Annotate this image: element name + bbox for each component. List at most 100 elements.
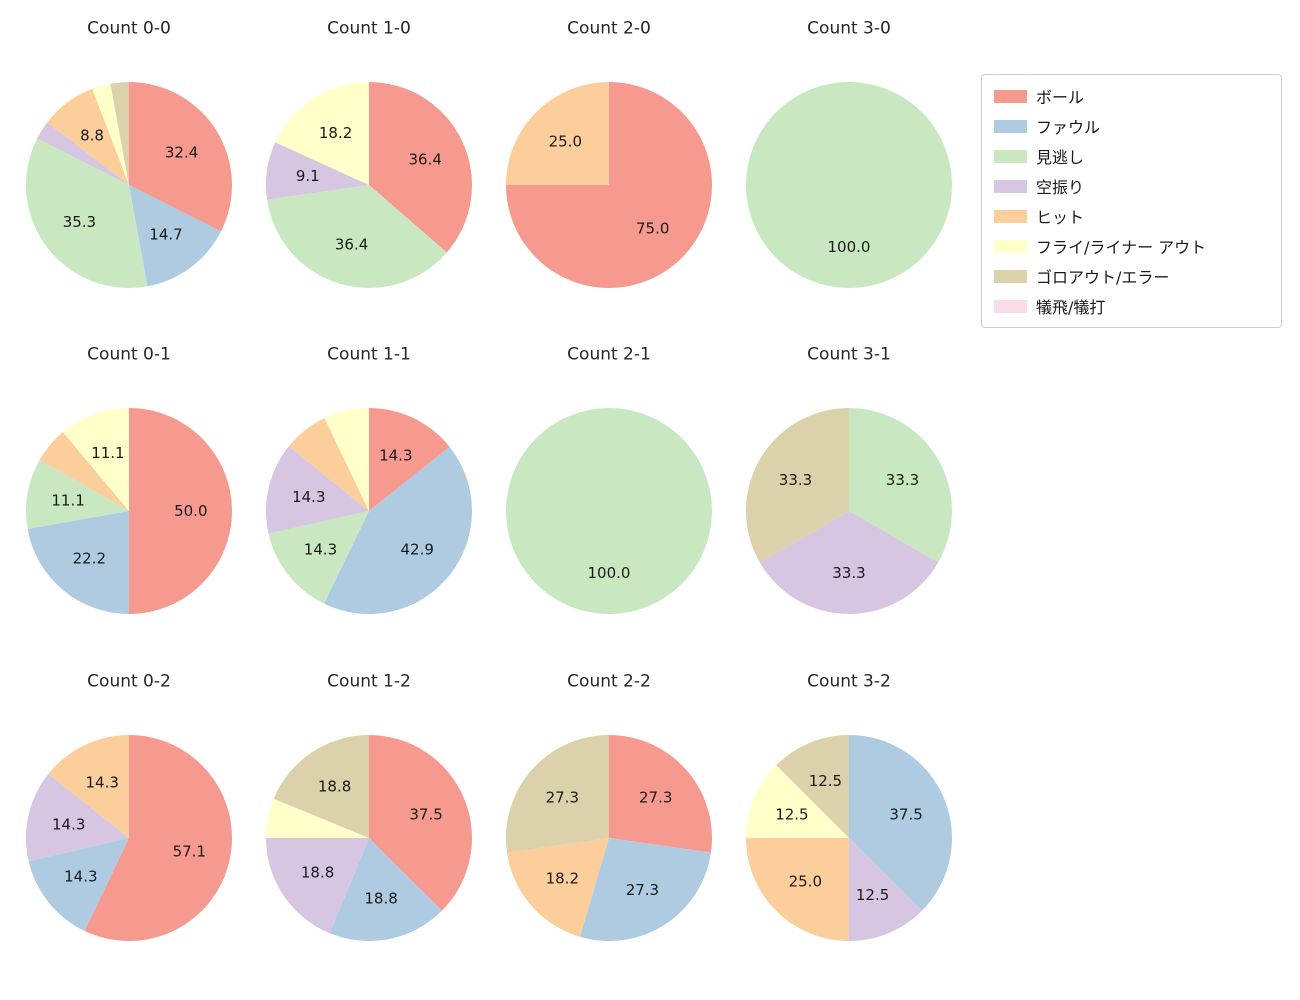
pie-slice bbox=[849, 408, 952, 563]
pie-count-1-0: 36.4 36.4 9.1 18.2 bbox=[266, 82, 472, 288]
legend-label: 空振り bbox=[1036, 178, 1085, 197]
legend-label: ボール bbox=[1036, 88, 1085, 107]
pie-slice bbox=[776, 735, 849, 838]
slice-percent-label: 27.3 bbox=[546, 789, 579, 807]
slice-percent-label: 37.5 bbox=[409, 805, 442, 823]
pie-slice bbox=[267, 185, 447, 288]
pie-slice bbox=[266, 798, 369, 838]
slice-percent-label: 57.1 bbox=[173, 843, 206, 861]
chart-title-count-0-2: Count 0-2 bbox=[87, 671, 171, 692]
slice-percent-label: 14.7 bbox=[149, 226, 182, 244]
pie-slice bbox=[849, 735, 952, 911]
chart-title-count-3-2: Count 3-2 bbox=[807, 671, 891, 692]
pie-slice bbox=[266, 446, 369, 534]
chart-title-count-0-0: Count 0-0 bbox=[87, 18, 171, 39]
chart-title-count-2-0: Count 2-0 bbox=[567, 18, 651, 39]
pie-slice bbox=[507, 838, 609, 937]
pie-count-2-2: 27.3 27.3 18.2 27.3 bbox=[506, 735, 712, 942]
slice-percent-label: 36.4 bbox=[408, 150, 441, 168]
pie-slice bbox=[266, 142, 369, 200]
pie-count-2-0: 75.0 25.0 bbox=[506, 82, 712, 288]
slice-percent-label: 14.3 bbox=[52, 815, 85, 833]
legend-swatch bbox=[994, 209, 1027, 223]
pie-slice bbox=[506, 735, 609, 853]
slice-percent-label: 25.0 bbox=[549, 132, 582, 150]
pie-slice bbox=[268, 511, 369, 604]
slice-percent-label: 100.0 bbox=[588, 564, 631, 582]
pie-slice bbox=[129, 82, 232, 232]
slice-percent-label: 12.5 bbox=[809, 772, 842, 790]
slice-percent-label: 75.0 bbox=[636, 220, 669, 238]
chart-title-count-1-0: Count 1-0 bbox=[327, 18, 411, 39]
pie-count-0-0: 32.4 14.7 35.3 8.8 bbox=[25, 82, 232, 289]
pie-slice bbox=[265, 837, 369, 934]
legend-label: 見逃し bbox=[1036, 148, 1085, 167]
legend-swatch bbox=[994, 299, 1027, 313]
pie-slice bbox=[25, 138, 148, 289]
pie-slice bbox=[27, 511, 130, 614]
pie-slice bbox=[579, 838, 711, 942]
pie-slice bbox=[746, 82, 952, 288]
slice-percent-label: 33.3 bbox=[832, 564, 865, 582]
slice-percent-label: 18.8 bbox=[301, 863, 334, 881]
pie-count-1-1: 14.3 42.9 14.3 14.3 bbox=[266, 408, 473, 615]
slice-percent-label: 18.2 bbox=[319, 124, 352, 142]
slice-percent-label: 35.3 bbox=[63, 213, 96, 231]
pie-slice bbox=[506, 82, 609, 185]
slice-percent-label: 25.0 bbox=[789, 873, 822, 891]
pie-count-0-1: 50.0 22.2 11.1 11.1 bbox=[25, 408, 232, 614]
pie-slice bbox=[369, 82, 472, 253]
chart-title-count-2-1: Count 2-1 bbox=[567, 344, 651, 365]
slice-percent-label: 12.5 bbox=[856, 886, 889, 904]
chart-title-count-3-0: Count 3-0 bbox=[807, 18, 891, 39]
pie-count-3-0: 100.0 bbox=[746, 82, 952, 288]
pie-slice bbox=[25, 459, 130, 530]
pie-slice bbox=[273, 735, 369, 838]
pie-slice bbox=[746, 838, 849, 941]
pie-slice bbox=[506, 408, 712, 614]
legend-item: 見逃し bbox=[994, 141, 1269, 171]
slice-percent-label: 18.8 bbox=[364, 890, 397, 908]
legend-item: ヒット bbox=[994, 201, 1269, 231]
slice-percent-label: 33.3 bbox=[886, 471, 919, 489]
pie-count-3-2: 37.512.525.012.512.5 bbox=[746, 735, 952, 941]
slice-percent-label: 36.4 bbox=[335, 235, 368, 253]
pie-slice bbox=[48, 735, 129, 838]
slice-percent-label: 100.0 bbox=[828, 238, 871, 256]
pie-slice bbox=[746, 408, 849, 563]
slice-percent-label: 37.5 bbox=[889, 805, 922, 823]
legend-item: ボール bbox=[994, 81, 1269, 111]
slice-percent-label: 14.3 bbox=[304, 540, 337, 558]
pie-slice bbox=[28, 838, 130, 931]
legend-item: ファウル bbox=[994, 111, 1269, 141]
pie-slice bbox=[369, 408, 450, 511]
slice-percent-label: 14.3 bbox=[379, 446, 412, 464]
pie-count-3-1: 33.3 33.3 33.3 bbox=[746, 408, 952, 614]
legend-label: 犠飛/犠打 bbox=[1036, 298, 1106, 317]
pie-count-2-1: 100.0 bbox=[506, 408, 712, 614]
pie-slice bbox=[275, 82, 369, 185]
pie-slice bbox=[47, 88, 129, 185]
pie-slice bbox=[62, 408, 129, 511]
legend-label: ゴロアウト/エラー bbox=[1036, 268, 1170, 287]
slice-percent-label: 9.1 bbox=[296, 167, 320, 185]
legend: ボール ファウル 見逃し 空振り ヒット フライ/ライナー アウト ゴロアウト/エラー 犠飛/… bbox=[981, 74, 1282, 328]
pie-slice bbox=[609, 735, 712, 853]
slice-percent-label: 14.3 bbox=[64, 868, 97, 886]
pie-slice bbox=[129, 185, 221, 287]
slice-percent-label: 27.3 bbox=[639, 789, 672, 807]
legend-swatch bbox=[994, 239, 1027, 253]
pie-slice bbox=[288, 418, 369, 511]
legend-item: 空振り bbox=[994, 171, 1269, 201]
pie-slice bbox=[39, 432, 129, 511]
slice-percent-label: 32.4 bbox=[165, 144, 198, 162]
slice-percent-label: 27.3 bbox=[626, 881, 659, 899]
legend-label: ヒット bbox=[1036, 208, 1085, 227]
slice-percent-label: 11.1 bbox=[51, 491, 84, 509]
chart-title-count-1-2: Count 1-2 bbox=[327, 671, 411, 692]
pie-count-0-2: 57.1 14.3 14.3 14.3 bbox=[25, 735, 232, 941]
legend-item: 犠飛/犠打 bbox=[994, 291, 1269, 321]
pie-slice bbox=[84, 735, 232, 941]
slice-percent-label: 12.5 bbox=[775, 805, 808, 823]
